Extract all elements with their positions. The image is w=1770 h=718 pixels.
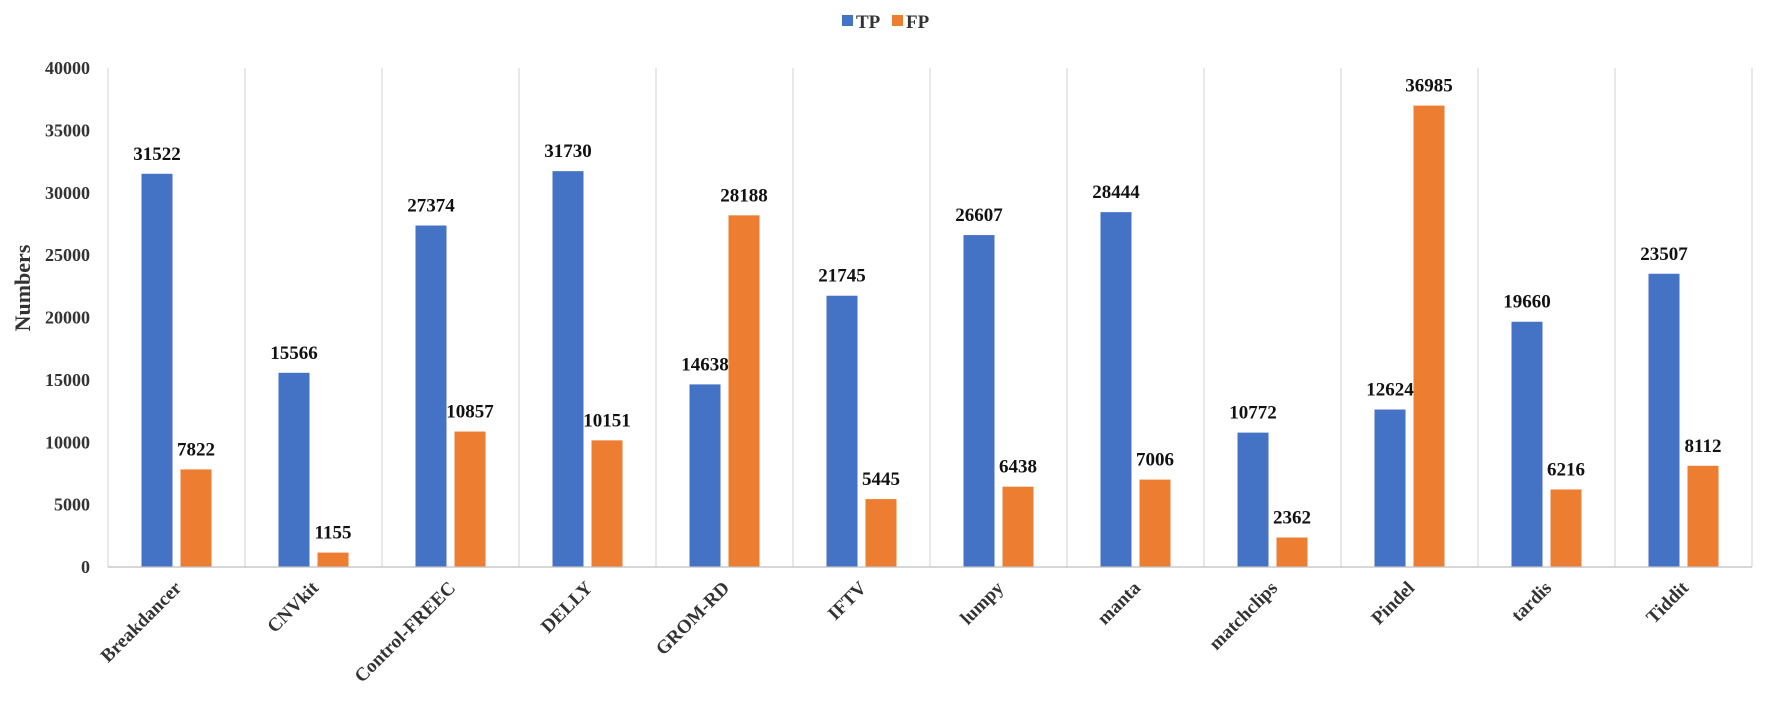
bar-tp-lumpy — [963, 235, 995, 567]
x-tick-label: DELLY — [537, 577, 597, 637]
legend-swatch-tp — [842, 15, 853, 26]
bar-fp-iftv — [865, 499, 897, 567]
bar-fp-delly — [591, 440, 623, 567]
bar-fp-lumpy — [1002, 486, 1034, 567]
grid — [107, 68, 1753, 567]
bar-tp-cnvkit — [278, 372, 310, 567]
data-label-tp-pindel: 12624 — [1366, 380, 1414, 401]
data-label-fp-delly: 10151 — [583, 410, 631, 431]
y-tick-label: 10000 — [45, 432, 90, 452]
data-label-fp-lumpy: 6438 — [999, 457, 1037, 478]
bar-fp-control-freec — [454, 431, 486, 567]
bar-fp-manta — [1139, 479, 1171, 567]
bar-fp-grom-rd — [728, 215, 760, 567]
bar-tp-pindel — [1374, 409, 1406, 567]
data-label-tp-manta: 28444 — [1092, 182, 1140, 203]
legend-label-fp: FP — [906, 12, 930, 33]
y-tick-label: 20000 — [45, 308, 90, 328]
data-label-fp-grom-rd: 28188 — [720, 185, 768, 206]
data-label-fp-cnvkit: 1155 — [315, 523, 352, 544]
bar-tp-iftv — [826, 295, 858, 567]
data-label-tp-breakdancer: 31522 — [133, 144, 181, 165]
bar-fp-breakdancer — [180, 469, 212, 567]
x-tick-label: Control-FREEC — [351, 578, 460, 687]
data-label-tp-lumpy: 26607 — [955, 205, 1003, 226]
x-tick-label: lumpy — [957, 577, 1009, 629]
y-tick-label: 0 — [81, 557, 90, 577]
bar-tp-delly — [552, 171, 584, 567]
x-tick-label: GROM-RD — [652, 578, 734, 660]
bar-fp-matchclips — [1276, 537, 1308, 567]
bars — [141, 105, 1719, 568]
data-label-fp-breakdancer: 7822 — [177, 439, 215, 460]
x-tick-label: Tiddit — [1643, 577, 1694, 628]
data-labels: 31522 7822 15566 1155 27374 10857 31730 10151 14… — [133, 76, 1721, 544]
bar-fp-tardis — [1550, 489, 1582, 567]
bar-tp-matchclips — [1237, 432, 1269, 567]
y-tick-label: 25000 — [45, 245, 90, 265]
bar-tp-control-freec — [415, 225, 447, 568]
data-label-tp-matchclips: 10772 — [1229, 403, 1277, 424]
legend-label-tp: TP — [856, 12, 881, 33]
legend-swatch-fp — [892, 15, 903, 26]
data-label-tp-grom-rd: 14638 — [681, 354, 729, 375]
data-label-fp-manta: 7006 — [1136, 450, 1174, 471]
y-tick-label: 40000 — [45, 58, 90, 78]
legend: TP FP — [842, 12, 930, 33]
data-label-tp-iftv: 21745 — [818, 266, 866, 287]
data-label-fp-pindel: 36985 — [1405, 76, 1453, 97]
x-tick-label: CNVkit — [263, 577, 323, 637]
data-label-fp-iftv: 5445 — [862, 469, 900, 490]
data-label-fp-matchclips: 2362 — [1273, 508, 1311, 529]
y-tick-label: 30000 — [45, 183, 90, 203]
x-axis: Breakdancer CNVkit Control-FREEC DELLY GROM-… — [97, 566, 1752, 687]
data-label-tp-tardis: 19660 — [1503, 292, 1551, 313]
x-tick-label: matchclips — [1205, 578, 1282, 655]
x-tick-label: manta — [1094, 577, 1146, 629]
bar-tp-manta — [1100, 212, 1132, 567]
data-label-fp-tardis: 6216 — [1547, 459, 1585, 480]
y-tick-label: 15000 — [45, 370, 90, 390]
y-axis-title: Numbers — [10, 244, 35, 331]
x-tick-label: tardis — [1508, 578, 1556, 626]
x-tick-label: Pindel — [1368, 578, 1419, 629]
data-label-tp-tiddit: 23507 — [1640, 244, 1688, 265]
data-label-tp-delly: 31730 — [544, 141, 592, 162]
bar-tp-grom-rd — [689, 384, 721, 567]
bar-tp-tiddit — [1648, 273, 1680, 567]
x-tick-label: Breakdancer — [97, 577, 187, 667]
x-tick-label: IFTV — [824, 577, 871, 624]
y-tick-label: 5000 — [54, 495, 90, 515]
data-label-tp-control-freec: 27374 — [407, 196, 455, 217]
data-label-tp-cnvkit: 15566 — [270, 343, 318, 364]
data-label-fp-control-freec: 10857 — [446, 402, 494, 423]
bar-fp-pindel — [1413, 105, 1445, 567]
data-label-fp-tiddit: 8112 — [1685, 436, 1722, 457]
bar-tp-breakdancer — [141, 173, 173, 567]
bar-fp-tiddit — [1687, 465, 1719, 567]
bar-tp-tardis — [1511, 321, 1543, 567]
y-tick-label: 35000 — [45, 120, 90, 140]
bar-fp-cnvkit — [317, 552, 349, 567]
y-axis: 0 5000 10000 15000 20000 25000 30000 35000 40000 — [45, 58, 90, 577]
